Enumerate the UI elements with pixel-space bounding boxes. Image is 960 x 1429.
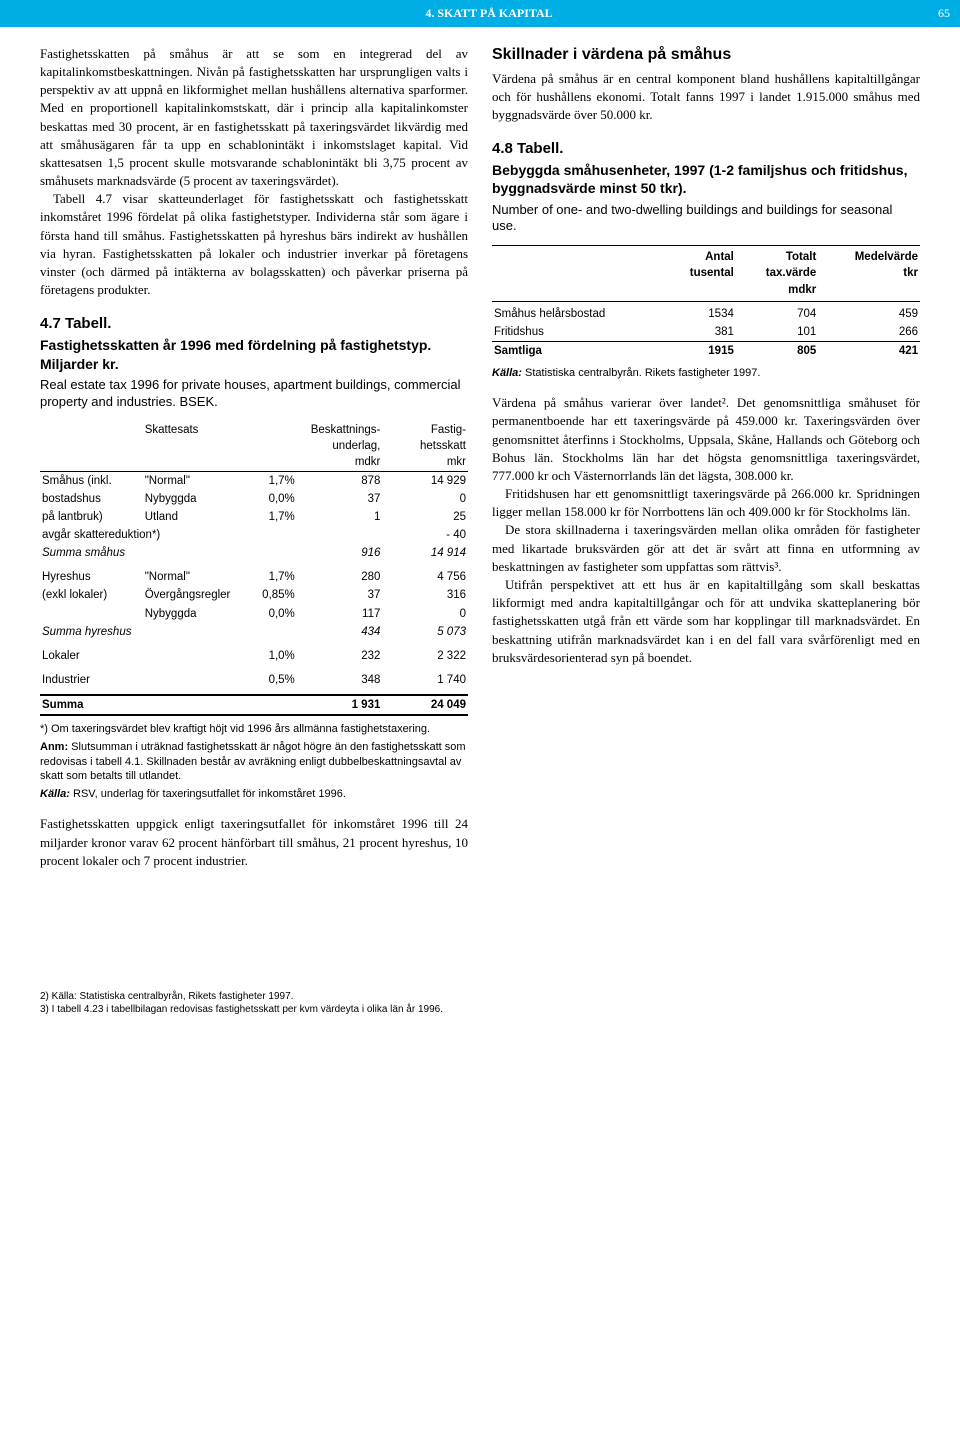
table-4-8-desc: Number of one- and two-dwelling building… (492, 202, 920, 236)
table-4-8-title: 4.8 Tabell. (492, 138, 920, 159)
table-row: Småhus (inkl."Normal"1,7%87814 929 (40, 471, 468, 490)
table-row: Fritidshus381101266 (492, 323, 920, 342)
table-anm: Anm: Slutsumman i uträknad fastighetsska… (40, 740, 468, 783)
body-paragraph: Värdena på småhus är en central komponen… (492, 70, 920, 125)
table-header: Antaltusental (663, 246, 736, 301)
table-row: bostadshusNybyggda0,0%370 (40, 490, 468, 508)
table-row: (exkl lokaler)Övergångsregler0,85%37316 (40, 586, 468, 604)
table-row: Summa hyreshus4345 073 (40, 623, 468, 641)
table-header: Medelvärdetkr (818, 246, 920, 301)
footnote-3: 3) I tabell 4.23 i tabellbilagan redovis… (40, 1003, 920, 1016)
body-paragraph: De stora skillnaderna i taxeringsvärden … (492, 521, 920, 576)
table-header: Skattesats (143, 421, 237, 472)
table-row: Småhus helårsbostad1534704459 (492, 301, 920, 323)
table-4-7: Skattesats Beskattnings-underlag,mdkr Fa… (40, 421, 468, 716)
body-paragraph: Fastighetsskatten på småhus är att se so… (40, 45, 468, 191)
table-row: Nybyggda0,0%1170 (40, 605, 468, 623)
table-4-8-subtitle: Bebyggda småhusenheter, 1997 (1-2 familj… (492, 161, 920, 197)
body-paragraph: Tabell 4.7 visar skatteunderlaget för fa… (40, 190, 468, 299)
two-column-layout: Fastighetsskatten på småhus är att se so… (40, 45, 920, 870)
table-4-7-title: 4.7 Tabell. (40, 313, 468, 334)
left-column: Fastighetsskatten på småhus är att se so… (40, 45, 468, 870)
page-number: 65 (938, 5, 950, 22)
right-column: Skillnader i värdena på småhus Värdena p… (492, 45, 920, 870)
body-paragraph: Utifrån perspektivet att ett hus är en k… (492, 576, 920, 667)
body-paragraph: Fastighetsskatten uppgick enligt taxerin… (40, 815, 468, 870)
table-row: Samtliga1915805421 (492, 341, 920, 360)
table-row: Hyreshus"Normal"1,7%2804 756 (40, 568, 468, 586)
table-4-7-subtitle: Fastighetsskatten år 1996 med fördelning… (40, 336, 468, 372)
footnote-2: 2) Källa: Statistiska centralbyrån, Rike… (40, 990, 920, 1003)
body-paragraph: Fritidshusen har ett genomsnittligt taxe… (492, 485, 920, 521)
table-row: avgår skattereduktion*)- 40 (40, 526, 468, 544)
table-source: Källa: RSV, underlag för taxeringsutfall… (40, 787, 468, 801)
table-row: Industrier0,5%3481 740 (40, 671, 468, 689)
table-footnote: *) Om taxeringsvärdet blev kraftigt höjt… (40, 722, 468, 736)
table-row: på lantbruk)Utland1,7%125 (40, 508, 468, 526)
section-heading: Skillnader i värdena på småhus (492, 45, 920, 66)
table-row: Summa1 93124 049 (40, 695, 468, 715)
header-bar: 4. SKATT PÅ KAPITAL 65 (0, 0, 960, 27)
table-4-8: Antaltusental Totalttax.värdemdkr Medelv… (492, 245, 920, 360)
table-row: Summa småhus91614 914 (40, 544, 468, 562)
table-4-7-desc: Real estate tax 1996 for private houses,… (40, 377, 468, 411)
page-footnotes: 2) Källa: Statistiska centralbyrån, Rike… (40, 990, 920, 1016)
table-row: Lokaler1,0%2322 322 (40, 647, 468, 665)
body-paragraph: Värdena på småhus varierar över landet².… (492, 394, 920, 485)
chapter-title: 4. SKATT PÅ KAPITAL (10, 5, 938, 22)
table-header: Fastig-hetsskattmkr (382, 421, 468, 472)
table-header: Beskattnings-underlag,mdkr (297, 421, 383, 472)
table-source: Källa: Statistiska centralbyrån. Rikets … (492, 366, 920, 380)
table-header: Totalttax.värdemdkr (736, 246, 818, 301)
